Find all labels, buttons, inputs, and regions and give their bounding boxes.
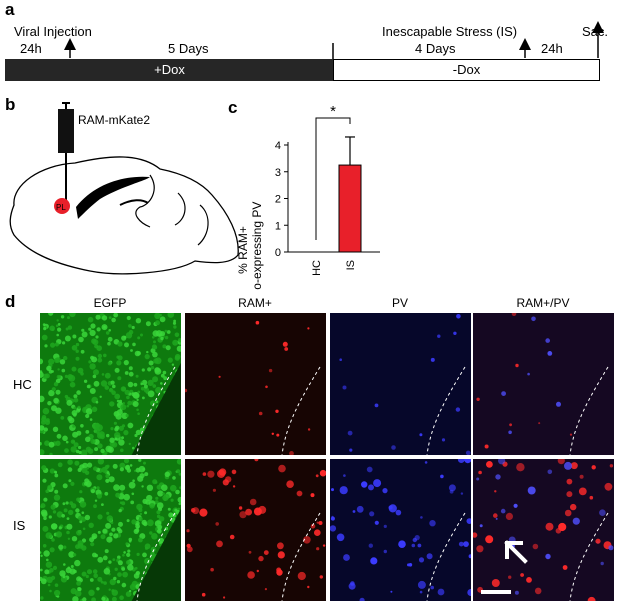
micrograph-merged-hc (473, 313, 614, 455)
chart-axes (287, 142, 380, 253)
region-boundary-line (569, 512, 609, 601)
five-days-label: 5 Days (168, 41, 209, 56)
panel-label-d: d (5, 292, 16, 311)
arrow-icon (504, 540, 528, 564)
chart-y-label-line1: % RAM+ (236, 226, 250, 274)
x-category-is: IS (345, 260, 357, 270)
brain-schematic: PL (9, 102, 239, 275)
micrograph-pv-hc (330, 313, 471, 455)
four-days-label: 4 Days (415, 41, 456, 56)
micrograph-egfp-hc (40, 313, 181, 455)
minus-dox-label: -Dox (452, 62, 481, 77)
injection-site-marker (54, 198, 70, 214)
column-title-pv: PV (391, 296, 408, 310)
left-24h-label: 24h (20, 41, 42, 56)
significance-bracket: * (315, 103, 351, 240)
y-tick-label: 3 (275, 167, 281, 179)
micrograph-merged-is (473, 459, 614, 601)
region-boundary-line (136, 366, 176, 455)
row-label-is: IS (13, 518, 26, 533)
scale-bar (481, 590, 511, 594)
pl-label: PL (56, 203, 66, 212)
micrograph-egfp-is (40, 459, 181, 601)
panel-label-b: b (5, 95, 16, 114)
x-category-hc: HC (311, 260, 323, 276)
micrograph-ram-is (185, 459, 326, 601)
right-24h-label: 24h (541, 41, 563, 56)
region-boundary-line (281, 366, 321, 455)
panel-label-c: c (228, 98, 238, 117)
significance-star: * (330, 103, 336, 120)
column-title-egfp: EGFP (93, 296, 127, 310)
row-label-hc: HC (13, 377, 32, 392)
y-tick-label: 4 (275, 140, 281, 152)
bar-is (338, 164, 362, 253)
inescapable-stress-label: Inescapable Stress (IS) (382, 24, 518, 39)
plus-dox-label: +Dox (154, 62, 185, 77)
chart-y-ticks: 0 1 2 3 4 (275, 140, 288, 259)
region-boundary-line (281, 512, 321, 601)
micrograph-ram-hc (185, 313, 326, 455)
chart-x-categories: HC IS (311, 260, 357, 276)
plus-dox-bar: +Dox (5, 59, 334, 81)
column-title-ram: RAM+ (238, 296, 272, 310)
y-tick-label: 2 (275, 194, 281, 206)
significance-line (315, 117, 351, 240)
bar-chart: 0 1 2 3 4 HC IS % RAM+ Co-expressing PV * (236, 103, 380, 290)
chart-bars (338, 136, 362, 253)
syringe-barrel (58, 109, 74, 153)
panel-label-a: a (5, 0, 15, 19)
y-tick-label: 0 (275, 247, 281, 259)
timeline-arrows (64, 21, 604, 60)
region-boundary-line (569, 366, 609, 455)
viral-injection-label: Viral Injection (14, 24, 92, 39)
chart-y-label-line2: Co-expressing PV (250, 202, 264, 290)
region-boundary-line (426, 366, 466, 455)
region-boundary-line (426, 512, 466, 601)
column-title-merged: RAM+/PV (516, 296, 570, 310)
brain-outline (9, 156, 239, 275)
micrograph-pv-is (330, 459, 471, 601)
y-tick-label: 1 (275, 220, 281, 232)
region-boundary-line (136, 512, 176, 601)
minus-dox-bar: -Dox (333, 59, 600, 81)
construct-label: RAM-mKate2 (78, 113, 151, 127)
corpus-callosum (76, 176, 150, 219)
